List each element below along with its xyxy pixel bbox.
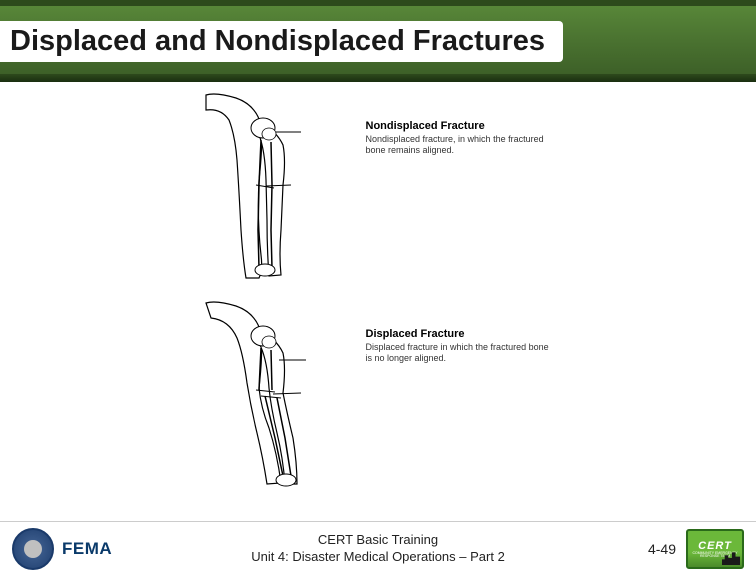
nondisplaced-desc: Nondisplaced fracture, in which the frac… bbox=[366, 134, 556, 156]
title-bar: Displaced and Nondisplaced Fractures bbox=[0, 0, 756, 82]
page-number: 4-49 bbox=[648, 541, 676, 557]
fema-logo: FEMA bbox=[62, 539, 112, 559]
displaced-label: Displaced Fracture Displaced fracture in… bbox=[366, 298, 556, 364]
cert-logo-text: CERT bbox=[698, 540, 732, 552]
footer-right: 4-49 CERT COMMUNITY EMERGENCY RESPONSE T… bbox=[648, 529, 744, 569]
displaced-title: Displaced Fracture bbox=[366, 328, 556, 340]
nondisplaced-title: Nondisplaced Fracture bbox=[366, 120, 556, 132]
content-area: Nondisplaced Fracture Nondisplaced fract… bbox=[0, 90, 756, 510]
displaced-diagram: Displaced Fracture Displaced fracture in… bbox=[201, 298, 556, 488]
arm-illustration-displaced bbox=[201, 298, 356, 488]
dhs-seal-icon bbox=[12, 528, 54, 570]
footer-center: CERT Basic Training Unit 4: Disaster Med… bbox=[251, 532, 505, 566]
displaced-desc: Displaced fracture in which the fracture… bbox=[366, 342, 556, 364]
footer-left: FEMA bbox=[12, 528, 112, 570]
footer-line1: CERT Basic Training bbox=[251, 532, 505, 549]
nondisplaced-diagram: Nondisplaced Fracture Nondisplaced fract… bbox=[201, 90, 556, 280]
page-title: Displaced and Nondisplaced Fractures bbox=[0, 21, 563, 62]
footer: FEMA CERT Basic Training Unit 4: Disaste… bbox=[0, 521, 756, 576]
arm-illustration-nondisplaced bbox=[201, 90, 356, 280]
footer-line2: Unit 4: Disaster Medical Operations – Pa… bbox=[251, 549, 505, 566]
cert-logo-icon: CERT COMMUNITY EMERGENCY RESPONSE TEAM bbox=[686, 529, 744, 569]
nondisplaced-label: Nondisplaced Fracture Nondisplaced fract… bbox=[366, 90, 556, 156]
